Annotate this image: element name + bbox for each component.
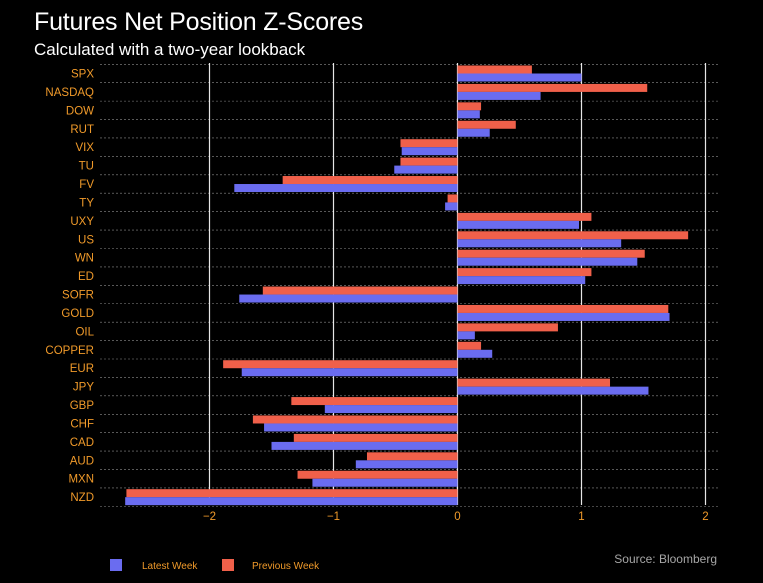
bar-latest-week-fv (234, 184, 458, 193)
bar-previous-week-rut (457, 120, 516, 129)
bar-latest-week-uxy (457, 220, 580, 229)
x-axis: −2 −1 0 1 2 (203, 511, 709, 523)
category-label: DOW (66, 105, 94, 117)
category-label: MXN (68, 474, 94, 486)
bar-latest-week-us (457, 239, 622, 248)
category-label: CHF (70, 418, 94, 430)
x-tick-label: −1 (327, 511, 340, 523)
chart-title: Futures Net Position Z-Scores (34, 8, 364, 36)
bar-previous-week-nzd (126, 489, 458, 498)
category-label: SOFR (62, 290, 94, 302)
bar-latest-week-cad (271, 441, 458, 450)
x-tick-label: 2 (702, 511, 708, 523)
category-label: SPX (71, 69, 94, 81)
x-tick-label: 0 (454, 511, 460, 523)
bar-previous-week-copper (457, 341, 482, 350)
bar-latest-week-gbp (324, 405, 458, 414)
bar-latest-week-spx (457, 73, 582, 82)
bar-latest-week-nzd (125, 497, 458, 506)
bar-previous-week-tu (400, 157, 458, 166)
bar-latest-week-jpy (457, 386, 649, 395)
bar-previous-week-jpy (457, 378, 611, 387)
x-tick-label: −2 (203, 511, 216, 523)
bar-previous-week-fv (282, 176, 458, 185)
bar-previous-week-wn (457, 249, 645, 258)
bar-previous-week-ed (457, 268, 592, 277)
bars-layer (125, 65, 689, 506)
bar-previous-week-spx (457, 65, 532, 74)
bar-previous-week-nasdaq (457, 83, 648, 92)
bar-latest-week-eur (241, 368, 458, 377)
legend-label: Previous Week (252, 561, 320, 572)
bar-latest-week-rut (457, 128, 490, 137)
category-label: GOLD (61, 308, 94, 320)
category-label: OIL (75, 326, 94, 338)
category-label: UXY (70, 216, 94, 228)
category-label: NZD (70, 492, 94, 504)
bar-previous-week-us (457, 231, 689, 240)
bar-latest-week-ed (457, 276, 586, 285)
grid-layer (100, 63, 720, 507)
bar-latest-week-mxn (312, 478, 458, 487)
bar-previous-week-cad (293, 433, 458, 442)
bar-latest-week-gold (457, 312, 670, 321)
bar-previous-week-oil (457, 323, 558, 332)
bar-previous-week-uxy (457, 212, 592, 221)
category-label: COPPER (45, 345, 94, 357)
category-label: FV (79, 179, 94, 191)
bar-previous-week-aud (366, 452, 458, 461)
category-label: EUR (70, 363, 94, 375)
bar-latest-week-wn (457, 257, 638, 266)
legend-label: Latest Week (142, 561, 198, 572)
category-label: TY (79, 197, 94, 209)
bar-previous-week-chf (252, 415, 458, 424)
legend-swatch (222, 559, 234, 571)
bar-latest-week-nasdaq (457, 91, 541, 100)
category-label: US (78, 234, 94, 246)
category-label: GBP (70, 400, 95, 412)
category-labels: SPX NASDAQ DOW RUT VIX TU FV TY UXY US WN ED SOFR GOL… (45, 69, 94, 505)
category-label: VIX (75, 142, 94, 154)
bar-latest-week-dow (457, 110, 480, 119)
bar-previous-week-gold (457, 304, 669, 313)
bar-latest-week-copper (457, 349, 493, 358)
bar-latest-week-tu (394, 165, 458, 174)
category-label: NASDAQ (45, 87, 94, 99)
bar-latest-week-oil (457, 331, 475, 340)
bar-previous-week-sofr (262, 286, 458, 295)
bar-latest-week-aud (355, 460, 458, 469)
bar-previous-week-dow (457, 102, 482, 111)
bar-latest-week-vix (401, 147, 458, 156)
chart-subtitle: Calculated with a two-year lookback (34, 40, 306, 59)
category-label: JPY (73, 382, 94, 394)
category-label: ED (78, 271, 94, 283)
bar-previous-week-ty (447, 194, 458, 203)
bar-previous-week-vix (400, 139, 458, 148)
legend-swatch (110, 559, 122, 571)
bar-latest-week-ty (445, 202, 458, 211)
legend: Latest Week Previous Week (110, 559, 320, 572)
category-label: CAD (70, 437, 94, 449)
category-label: RUT (70, 124, 94, 136)
category-label: WN (75, 253, 94, 265)
bar-latest-week-sofr (239, 294, 458, 303)
bar-previous-week-mxn (297, 470, 458, 479)
x-tick-label: 1 (578, 511, 584, 523)
category-label: TU (79, 161, 94, 173)
bar-previous-week-eur (223, 360, 458, 369)
source-note: Source: Bloomberg (614, 552, 717, 566)
category-label: AUD (70, 455, 94, 467)
bar-latest-week-chf (264, 423, 458, 432)
bar-previous-week-gbp (291, 397, 458, 406)
